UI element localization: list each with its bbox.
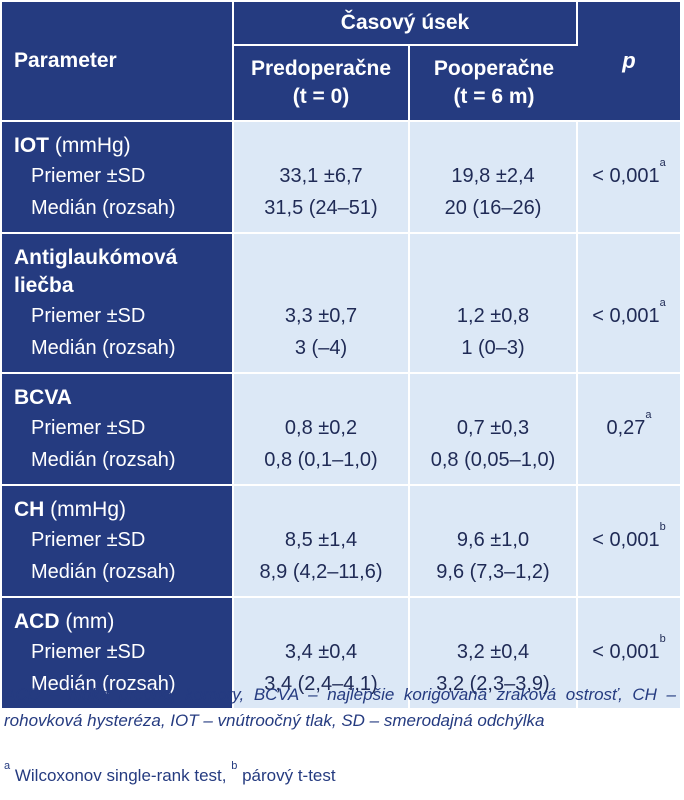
row-unit: (mm): [59, 610, 115, 633]
footnote-sup-b: b: [231, 760, 238, 772]
row-title: CH: [14, 498, 45, 521]
row-label-antiglaucoma: Antiglaukómová liečba Priemer ±SD Medián…: [2, 234, 234, 374]
cell-pre-mean: 8,5 ±1,4: [284, 529, 358, 551]
cell-post-mean: 0,7 ±0,3: [456, 417, 530, 439]
row-sub-mean: Priemer ±SD: [31, 165, 146, 187]
p-sup: b: [659, 633, 666, 645]
footnote-tests: a Wilcoxonov single-rank test, b párový …: [4, 760, 676, 789]
row-unit: (mmHg): [49, 134, 131, 157]
header-time-period: Časový úsek: [234, 2, 578, 46]
cell-pre-median: 31,5 (24–51): [264, 197, 378, 219]
cell-pre: 3,3 ±0,7 3 (–4): [234, 234, 410, 374]
cell-post-median: 0,8 (0,05–1,0): [430, 449, 556, 471]
cell-pre-mean: 33,1 ±6,7: [279, 165, 363, 187]
cell-pre: 8,5 ±1,4 8,9 (4,2–11,6): [234, 486, 410, 598]
table-row-iot: IOT (mmHg) Priemer ±SD Medián (rozsah) 3…: [2, 122, 680, 234]
row-sub-mean: Priemer ±SD: [31, 529, 146, 551]
header-preoperative-label: Predoperačne: [250, 57, 392, 80]
cell-pre-median: 3 (–4): [294, 337, 348, 359]
row-title: ACD: [14, 610, 60, 633]
cell-pre-mean: 3,3 ±0,7: [284, 305, 358, 327]
cell-post-mean: 9,6 ±1,0: [456, 529, 530, 551]
p-value: < 0,001: [592, 165, 660, 187]
p-sup: a: [659, 297, 666, 309]
row-title-line2: liečba: [14, 274, 74, 297]
footnote-sup-a: a: [4, 760, 11, 772]
cell-p: < 0,001b: [578, 598, 680, 710]
cell-pre: 0,8 ±0,2 0,8 (0,1–1,0): [234, 374, 410, 486]
row-sub-mean: Priemer ±SD: [31, 305, 146, 327]
row-title: BCVA: [14, 386, 72, 409]
header-p-value: p: [578, 2, 680, 122]
row-title: Antiglaukómová: [14, 246, 178, 269]
p-sup: b: [659, 521, 666, 533]
row-sub-median: Medián (rozsah): [31, 337, 176, 359]
cell-post-median: 9,6 (7,3–1,2): [436, 561, 550, 583]
cell-post: 3,2 ±0,4 3,2 (2,3–3,9): [410, 598, 578, 710]
cell-pre-mean: 3,4 ±0,4: [284, 641, 358, 663]
row-sub-mean: Priemer ±SD: [31, 417, 146, 439]
p-sup: a: [645, 409, 652, 421]
table-row-bcva: BCVA Priemer ±SD Medián (rozsah) 0,8 ±0,…: [2, 374, 680, 486]
row-unit: (mmHg): [44, 498, 126, 521]
cell-post-median: 3,2 (2,3–3,9): [436, 673, 550, 695]
cell-post-mean: 19,8 ±2,4: [451, 165, 535, 187]
p-value: < 0,001: [592, 305, 660, 327]
footnote-test-a: Wilcoxonov single-rank test,: [10, 766, 232, 785]
cell-post-median: 1 (0–3): [461, 337, 525, 359]
p-value: < 0,001: [592, 641, 660, 663]
row-label-acd: ACD (mm) Priemer ±SD Medián (rozsah): [2, 598, 234, 710]
cell-post: 1,2 ±0,8 1 (0–3): [410, 234, 578, 374]
header-postoperative-label: Pooperačne: [433, 57, 555, 80]
cell-post: 19,8 ±2,4 20 (16–26): [410, 122, 578, 234]
header-preoperative: Predoperačne (t = 0): [234, 46, 410, 122]
cell-p: 0,27a: [578, 374, 680, 486]
cell-post-mean: 1,2 ±0,8: [456, 305, 530, 327]
cell-post-mean: 3,2 ±0,4: [456, 641, 530, 663]
row-title: IOT: [14, 134, 49, 157]
cell-pre: 3,4 ±0,4 3,4 (2,4–4,1): [234, 598, 410, 710]
row-label-bcva: BCVA Priemer ±SD Medián (rozsah): [2, 374, 234, 486]
footnote-test-b: párový t-test: [237, 766, 336, 785]
header-postoperative-time: (t = 6 m): [453, 85, 535, 108]
cell-pre-median: 8,9 (4,2–11,6): [259, 561, 383, 583]
row-sub-median: Medián (rozsah): [31, 449, 176, 471]
cell-pre-median: 3,4 (2,4–4,1): [264, 673, 378, 695]
results-table: Parameter Časový úsek p Predoperačne (t …: [2, 2, 680, 710]
p-sup: a: [659, 157, 666, 169]
row-sub-mean: Priemer ±SD: [31, 641, 146, 663]
cell-p: < 0,001a: [578, 234, 680, 374]
row-sub-median: Medián (rozsah): [31, 673, 176, 695]
header-preoperative-time: (t = 0): [292, 85, 350, 108]
row-sub-median: Medián (rozsah): [31, 197, 176, 219]
row-sub-median: Medián (rozsah): [31, 561, 176, 583]
cell-pre-median: 0,8 (0,1–1,0): [264, 449, 378, 471]
cell-p: < 0,001a: [578, 122, 680, 234]
p-value: < 0,001: [592, 529, 660, 551]
table-row-acd: ACD (mm) Priemer ±SD Medián (rozsah) 3,4…: [2, 598, 680, 710]
footnote-abbreviations: ACD – hĺbka prednej komory, BCVA – najle…: [4, 685, 676, 730]
cell-post: 0,7 ±0,3 0,8 (0,05–1,0): [410, 374, 578, 486]
cell-pre-mean: 0,8 ±0,2: [284, 417, 358, 439]
cell-post: 9,6 ±1,0 9,6 (7,3–1,2): [410, 486, 578, 598]
table-row-ch: CH (mmHg) Priemer ±SD Medián (rozsah) 8,…: [2, 486, 680, 598]
row-label-iot: IOT (mmHg) Priemer ±SD Medián (rozsah): [2, 122, 234, 234]
header-parameter: Parameter: [2, 2, 234, 122]
cell-p: < 0,001b: [578, 486, 680, 598]
cell-post-median: 20 (16–26): [444, 197, 542, 219]
row-label-ch: CH (mmHg) Priemer ±SD Medián (rozsah): [2, 486, 234, 598]
p-value: 0,27: [606, 417, 646, 439]
cell-pre: 33,1 ±6,7 31,5 (24–51): [234, 122, 410, 234]
table-row-antiglaucoma: Antiglaukómová liečba Priemer ±SD Medián…: [2, 234, 680, 374]
header-postoperative: Pooperačne (t = 6 m): [410, 46, 578, 122]
